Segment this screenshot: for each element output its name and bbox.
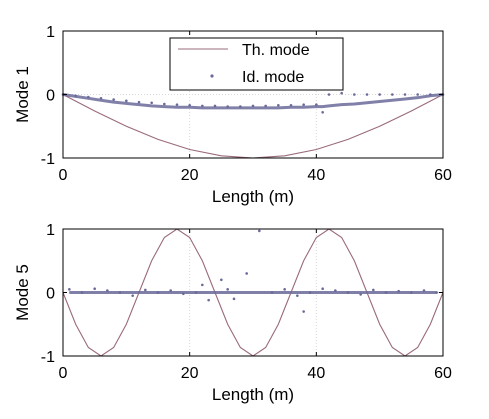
- identified-mode-point: [207, 298, 210, 302]
- identified-mode-point: [384, 291, 388, 294]
- legend-label-theoretical: Th. mode: [242, 42, 310, 59]
- legend: Th. mode Id. mode: [169, 37, 344, 91]
- x-axis-label: Length (m): [212, 385, 294, 404]
- identified-mode-line: [62, 93, 444, 110]
- identified-mode-point: [308, 291, 312, 294]
- identified-mode-point: [213, 104, 217, 108]
- identified-mode-point: [226, 105, 229, 108]
- identified-mode-point: [403, 93, 407, 96]
- identified-mode-point: [315, 103, 318, 106]
- identified-mode-point: [264, 104, 267, 108]
- identified-mode-point: [340, 91, 343, 95]
- identified-mode-point: [175, 103, 179, 106]
- y-tick-label: 1: [46, 24, 55, 41]
- x-tick-label: 40: [307, 167, 325, 184]
- identified-mode-point: [353, 93, 356, 96]
- identified-mode-point: [435, 291, 438, 294]
- identified-mode-point: [365, 93, 369, 96]
- y-tick-label: 0: [46, 88, 55, 105]
- x-tick-label: 60: [434, 167, 452, 184]
- identified-mode-point: [245, 272, 248, 275]
- identified-mode-point: [422, 289, 426, 292]
- identified-mode-point: [302, 103, 305, 106]
- identified-mode-point: [194, 291, 198, 294]
- identified-mode-point: [99, 97, 103, 100]
- x-tick-label: 40: [307, 365, 325, 382]
- identified-mode-point: [416, 93, 419, 96]
- legend-box: [169, 37, 344, 91]
- identified-mode-point: [283, 288, 286, 291]
- legend-label-identified: Id. mode: [242, 69, 304, 86]
- x-tick-label: 20: [181, 167, 199, 184]
- identified-mode-point: [302, 310, 305, 313]
- identified-mode-point: [182, 292, 185, 296]
- identified-mode-point: [163, 102, 166, 106]
- identified-mode-point: [137, 100, 141, 104]
- x-tick-label: 60: [434, 365, 452, 382]
- identified-mode-point: [80, 291, 84, 294]
- identified-mode-point: [429, 93, 432, 96]
- identified-mode-point: [391, 93, 394, 96]
- legend-dot-swatch: [210, 74, 214, 78]
- identified-mode-point: [334, 289, 337, 292]
- identified-mode-point: [201, 283, 204, 287]
- identified-mode-point: [410, 291, 413, 294]
- identified-mode-point: [169, 289, 172, 292]
- identified-mode-point: [156, 291, 160, 294]
- x-tick-label: 20: [181, 365, 199, 382]
- identified-mode-point: [397, 289, 400, 293]
- identified-mode-point: [68, 288, 71, 291]
- identified-mode-point: [321, 110, 324, 114]
- identified-mode-point: [270, 291, 274, 294]
- identified-mode-point: [93, 287, 96, 290]
- identified-mode-point: [220, 278, 223, 282]
- identified-mode-point: [112, 98, 115, 101]
- identified-mode-point: [118, 291, 122, 294]
- x-tick-label: 0: [59, 365, 68, 382]
- identified-mode-point: [87, 95, 90, 99]
- y-axis-label: Mode 5: [13, 264, 32, 321]
- y-tick-label: 0: [46, 286, 55, 303]
- identified-mode-point: [125, 99, 128, 103]
- identified-mode-point: [372, 288, 375, 292]
- identified-mode-point: [201, 104, 204, 108]
- y-tick-label: -1: [41, 151, 55, 168]
- identified-mode-point: [346, 291, 350, 294]
- x-tick-label: 0: [59, 167, 68, 184]
- identified-mode-point: [226, 288, 229, 291]
- identified-mode-point: [277, 103, 280, 107]
- identified-mode-point: [378, 93, 381, 96]
- identified-mode-point: [327, 93, 331, 96]
- identified-mode-point: [289, 103, 293, 107]
- identified-mode-point: [131, 294, 134, 297]
- y-tick-label: 1: [46, 222, 55, 239]
- x-axis-label: Length (m): [212, 187, 294, 206]
- identified-mode-point: [150, 101, 153, 105]
- identified-mode-point: [74, 94, 77, 98]
- identified-mode-point: [239, 105, 242, 108]
- identified-mode-point: [321, 287, 324, 290]
- y-axis-label: Mode 1: [13, 66, 32, 123]
- identified-mode-point: [144, 288, 147, 292]
- identified-mode-point: [232, 297, 236, 301]
- identified-mode-point: [359, 293, 362, 296]
- identified-mode-point: [296, 294, 299, 297]
- y-tick-label: -1: [41, 349, 55, 366]
- identified-mode-point: [251, 104, 255, 108]
- identified-mode-point: [258, 229, 261, 233]
- identified-mode-point: [106, 289, 109, 292]
- identified-mode-point: [188, 103, 191, 107]
